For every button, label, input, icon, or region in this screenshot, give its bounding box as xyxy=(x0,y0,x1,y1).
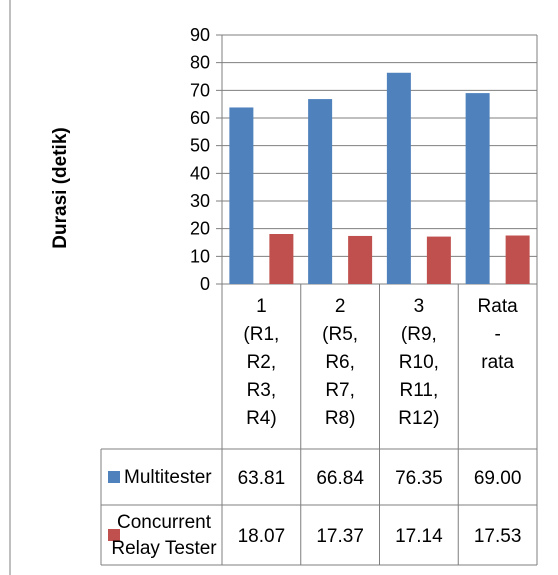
category-label: 1 (R1, R2, R3, R4) xyxy=(243,296,279,429)
category-label-line: - xyxy=(494,324,500,345)
y-tick-label: 0 xyxy=(200,274,210,294)
legend-key-multitester xyxy=(108,471,120,483)
category-label-line: 1 xyxy=(256,296,267,317)
category-label-line: R8) xyxy=(325,408,356,429)
category-label-line: (R5, xyxy=(322,324,358,345)
y-tick-label: 60 xyxy=(190,108,210,128)
category-label-line: R3, xyxy=(247,380,277,401)
bars xyxy=(229,72,530,285)
category-label-line: rata xyxy=(481,352,514,373)
category-label-line: R2, xyxy=(247,352,277,373)
series-name-line: Concurrent xyxy=(117,512,212,533)
data-value: 66.84 xyxy=(316,468,364,489)
bar-multitester xyxy=(308,99,333,285)
bar-concurrent-relay-tester xyxy=(426,236,451,284)
bar-multitester xyxy=(465,93,490,284)
series-name: Concurrent Relay Tester xyxy=(111,512,217,559)
y-axis-label: Durasi (detik) xyxy=(50,127,71,248)
category-label-line: R10, xyxy=(399,352,439,373)
data-table: 1 (R1, R2, R3, R4) 2 (R5, R6, R7, R8) 3 (R9, R10, R11… xyxy=(100,284,538,566)
data-value: 69.00 xyxy=(474,468,522,489)
series-name-line: Relay Tester xyxy=(111,538,217,559)
bar-concurrent-relay-tester xyxy=(269,234,294,284)
y-tick-label: 70 xyxy=(190,80,210,100)
bar-concurrent-relay-tester xyxy=(505,235,530,284)
category-label-line: 2 xyxy=(335,296,346,317)
category-label-line: Rata xyxy=(478,296,519,317)
data-value: 18.07 xyxy=(238,526,286,547)
category-label-line: R12) xyxy=(398,408,439,429)
data-value: 17.14 xyxy=(395,526,443,547)
data-value: 76.35 xyxy=(395,468,443,489)
y-tick-label: 30 xyxy=(190,191,210,211)
category-label-line: R7, xyxy=(325,380,355,401)
bar-multitester xyxy=(386,72,411,284)
category-label-line: R11, xyxy=(400,380,439,401)
series-name-line: Multitester xyxy=(124,467,212,488)
category-label-line: 3 xyxy=(414,296,425,317)
category-label: 2 (R5, R6, R7, R8) xyxy=(322,296,358,429)
legend-key-concurrent-relay-tester xyxy=(108,529,120,541)
y-tick-label: 20 xyxy=(190,219,210,239)
category-label-line: R4) xyxy=(246,408,277,429)
data-value: 17.37 xyxy=(316,526,364,547)
y-tick-label: 10 xyxy=(190,246,210,266)
series-name: Multitester xyxy=(124,467,212,488)
category-label: 3 (R9, R10, R11, R12) xyxy=(398,296,439,429)
y-tick-label: 90 xyxy=(190,25,210,45)
category-label-line: (R9, xyxy=(401,324,437,345)
bar-multitester xyxy=(229,107,254,284)
y-tick-label: 50 xyxy=(190,136,210,156)
y-axis-ticks: 0 10 20 30 40 50 60 70 80 90 xyxy=(190,25,210,294)
category-label-line: (R1, xyxy=(243,324,279,345)
y-tick-label: 80 xyxy=(190,53,210,73)
category-label: Rata - rata xyxy=(478,296,519,373)
bar-concurrent-relay-tester xyxy=(348,235,373,284)
category-label-line: R6, xyxy=(325,352,355,373)
data-value: 17.53 xyxy=(474,526,522,547)
data-value: 63.81 xyxy=(238,468,286,489)
y-tick-label: 40 xyxy=(190,163,210,183)
